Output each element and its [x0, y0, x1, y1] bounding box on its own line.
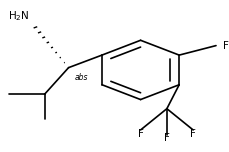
Text: F: F	[137, 129, 143, 139]
Text: F: F	[222, 41, 228, 51]
Text: F: F	[189, 129, 195, 139]
Text: H$_2$N: H$_2$N	[8, 9, 30, 23]
Text: F: F	[163, 133, 169, 143]
Text: abs: abs	[74, 73, 87, 82]
